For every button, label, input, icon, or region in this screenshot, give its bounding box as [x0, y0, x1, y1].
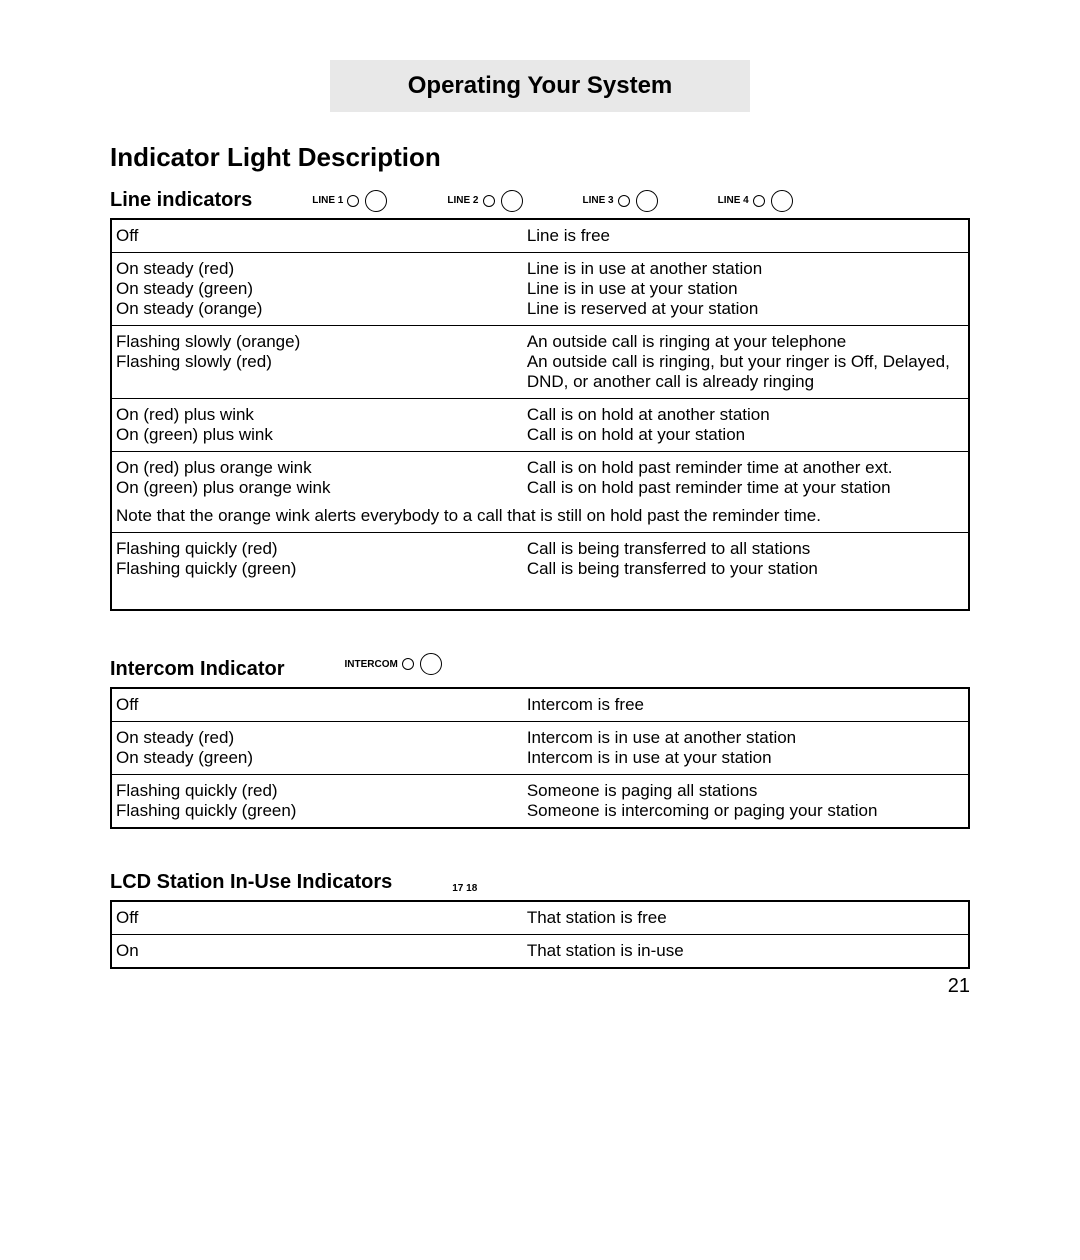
- section-title: Indicator Light Description: [110, 142, 970, 173]
- circle-icon: [501, 190, 523, 212]
- state-cell: Flashing slowly (orange)Flashing slowly …: [111, 326, 523, 399]
- state-cell: On steady (red)On steady (green)On stead…: [111, 253, 523, 326]
- state-cell: Off: [111, 688, 523, 722]
- state-cell: On steady (red)On steady (green): [111, 722, 523, 775]
- circle-icon: [753, 195, 765, 207]
- state-cell: Off: [111, 901, 523, 935]
- page-number: 21: [110, 975, 970, 998]
- intercom-icon: INTERCOM: [344, 653, 441, 675]
- table-row: On steady (red)On steady (green)On stead…: [111, 253, 969, 326]
- lcd-header: LCD Station In-Use Indicators 17 18: [110, 871, 970, 894]
- circle-icon: [483, 195, 495, 207]
- line-indicator-icons: LINE 1 LINE 2 LINE 3 LINE 4: [312, 190, 793, 212]
- line-indicator-icon: LINE 1: [312, 190, 387, 212]
- table-row: OffLine is free: [111, 219, 969, 253]
- intercom-label: INTERCOM: [344, 659, 397, 670]
- circle-icon: [402, 658, 414, 670]
- state-cell: On (red) plus orange winkOn (green) plus…: [111, 452, 523, 505]
- table-row: OnThat station is in-use: [111, 935, 969, 969]
- intercom-header: Intercom Indicator INTERCOM: [110, 653, 970, 681]
- line-label: LINE 2: [447, 195, 478, 206]
- meaning-cell: Intercom is free: [523, 688, 969, 722]
- state-cell: Off: [111, 219, 523, 253]
- line-label: LINE 4: [718, 195, 749, 206]
- table-row: On (red) plus winkOn (green) plus winkCa…: [111, 399, 969, 452]
- line-indicator-icon: LINE 2: [447, 190, 522, 212]
- meaning-cell: Line is free: [523, 219, 969, 253]
- table-row: On (red) plus orange winkOn (green) plus…: [111, 452, 969, 505]
- state-cell: Flashing quickly (red)Flashing quickly (…: [111, 775, 523, 829]
- line-indicators-header: Line indicators LINE 1 LINE 2 LINE 3 LINE 4: [110, 189, 970, 212]
- meaning-cell: Someone is paging all stationsSomeone is…: [523, 775, 969, 829]
- circle-icon: [771, 190, 793, 212]
- intercom-heading: Intercom Indicator: [110, 658, 284, 681]
- meaning-cell: Call is being transferred to all station…: [523, 533, 969, 611]
- circle-icon: [365, 190, 387, 212]
- table-row: OffThat station is free: [111, 901, 969, 935]
- table-row: Flashing slowly (orange)Flashing slowly …: [111, 326, 969, 399]
- state-cell: Flashing quickly (red)Flashing quickly (…: [111, 533, 523, 611]
- line-label: LINE 3: [583, 195, 614, 206]
- manual-page: Operating Your System Indicator Light De…: [0, 0, 1080, 1038]
- circle-icon: [636, 190, 658, 212]
- table-row: Note that the orange wink alerts everybo…: [111, 504, 969, 533]
- line-indicators-table: OffLine is freeOn steady (red)On steady …: [110, 218, 970, 611]
- note-cell: Note that the orange wink alerts everybo…: [111, 504, 969, 533]
- meaning-cell: Call is on hold past reminder time at an…: [523, 452, 969, 505]
- meaning-cell: That station is in-use: [523, 935, 969, 969]
- page-banner: Operating Your System: [330, 60, 750, 112]
- line-indicator-icon: LINE 4: [718, 190, 793, 212]
- intercom-table: OffIntercom is freeOn steady (red)On ste…: [110, 687, 970, 829]
- line-indicator-icon: LINE 3: [583, 190, 658, 212]
- meaning-cell: That station is free: [523, 901, 969, 935]
- lcd-heading: LCD Station In-Use Indicators: [110, 871, 392, 894]
- table-row: On steady (red)On steady (green)Intercom…: [111, 722, 969, 775]
- lcd-table: OffThat station is freeOnThat station is…: [110, 900, 970, 969]
- line-indicators-heading: Line indicators: [110, 189, 252, 212]
- circle-icon: [347, 195, 359, 207]
- table-row: Flashing quickly (red)Flashing quickly (…: [111, 533, 969, 611]
- state-cell: On (red) plus winkOn (green) plus wink: [111, 399, 523, 452]
- circle-icon: [618, 195, 630, 207]
- line-label: LINE 1: [312, 195, 343, 206]
- state-cell: On: [111, 935, 523, 969]
- meaning-cell: An outside call is ringing at your telep…: [523, 326, 969, 399]
- meaning-cell: Intercom is in use at another stationInt…: [523, 722, 969, 775]
- meaning-cell: Line is in use at another stationLine is…: [523, 253, 969, 326]
- table-row: Flashing quickly (red)Flashing quickly (…: [111, 775, 969, 829]
- lcd-label: 17 18: [452, 883, 477, 894]
- circle-icon: [420, 653, 442, 675]
- meaning-cell: Call is on hold at another stationCall i…: [523, 399, 969, 452]
- table-row: OffIntercom is free: [111, 688, 969, 722]
